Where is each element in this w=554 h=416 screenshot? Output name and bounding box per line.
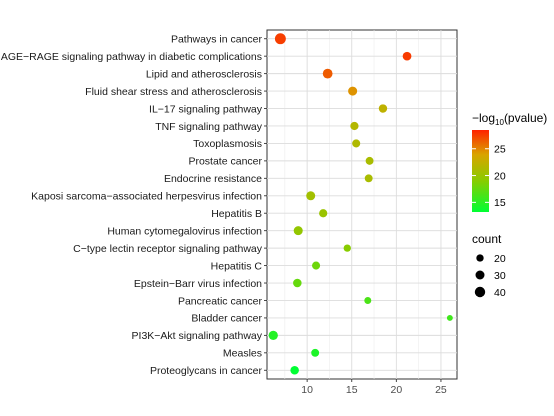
y-tick-label: Endocrine resistance bbox=[164, 173, 262, 185]
y-tick-label: Pancreatic cancer bbox=[178, 295, 263, 307]
data-point bbox=[274, 33, 286, 45]
y-tick-label: IL−17 signaling pathway bbox=[149, 103, 263, 115]
y-tick-label: Human cytomegalovirus infection bbox=[107, 225, 262, 237]
y-tick-label: Kaposi sarcoma−associated herpesvirus in… bbox=[31, 191, 262, 203]
x-axis-ticks: 10 15 20 25 bbox=[301, 379, 447, 396]
data-point bbox=[293, 226, 303, 236]
color-legend: −log10(pvalue) 15 20 25 bbox=[472, 111, 547, 212]
y-tick-label: AGE−RAGE signaling pathway in diabetic c… bbox=[1, 51, 262, 63]
data-point bbox=[322, 68, 333, 79]
size-legend-label: 40 bbox=[494, 287, 506, 299]
y-tick-label: Lipid and atherosclerosis bbox=[146, 68, 262, 80]
data-point bbox=[312, 261, 321, 270]
data-point bbox=[350, 121, 359, 131]
color-bar-tick-label: 25 bbox=[494, 144, 506, 156]
data-point bbox=[364, 174, 373, 183]
size-legend-label: 20 bbox=[494, 253, 506, 265]
y-tick-label: Hepatitis C bbox=[211, 260, 263, 272]
size-legend-title: count bbox=[472, 232, 502, 246]
y-tick-label: Bladder cancer bbox=[191, 313, 262, 325]
data-point bbox=[402, 51, 412, 61]
data-point bbox=[352, 139, 361, 148]
plot-panel bbox=[266, 29, 458, 380]
data-points bbox=[268, 33, 453, 375]
data-point bbox=[365, 156, 374, 165]
data-point bbox=[446, 314, 453, 321]
x-tick-label: 15 bbox=[346, 384, 358, 396]
y-tick-label: Proteoglycans in cancer bbox=[150, 365, 263, 377]
size-legend-dot bbox=[475, 270, 485, 280]
color-bar-tick-label: 20 bbox=[494, 170, 506, 182]
y-tick-label: Epstein−Barr virus infection bbox=[134, 278, 262, 290]
y-tick-label: PI3K−Akt signaling pathway bbox=[132, 330, 263, 342]
y-tick-label: Pathways in cancer bbox=[171, 34, 263, 46]
data-point bbox=[378, 104, 388, 113]
data-point bbox=[364, 296, 372, 304]
color-bar-tick-label: 15 bbox=[494, 197, 506, 209]
panel-border bbox=[266, 29, 458, 380]
color-bar bbox=[472, 130, 489, 212]
data-point bbox=[293, 278, 302, 288]
size-legend: count 20 30 40 bbox=[472, 232, 506, 299]
y-tick-label: Measles bbox=[223, 348, 262, 360]
data-point bbox=[290, 365, 299, 375]
size-legend-dot bbox=[474, 286, 486, 298]
color-legend-title: −log10(pvalue) bbox=[472, 111, 547, 127]
data-point bbox=[306, 191, 316, 201]
data-point bbox=[319, 209, 328, 218]
x-tick-label: 10 bbox=[301, 384, 313, 396]
y-axis-labels: Pathways in cancer AGE−RAGE signaling pat… bbox=[1, 34, 267, 377]
x-tick-label: 20 bbox=[390, 384, 402, 396]
data-point bbox=[268, 330, 278, 341]
y-tick-label: TNF signaling pathway bbox=[155, 121, 263, 133]
y-tick-label: Hepatitis B bbox=[211, 208, 262, 220]
size-legend-items: 20 30 40 bbox=[474, 253, 506, 299]
color-bar-ticks: 15 20 25 bbox=[472, 144, 506, 209]
data-point bbox=[311, 348, 320, 357]
size-legend-dot bbox=[476, 254, 484, 262]
y-tick-label: Fluid shear stress and atherosclerosis bbox=[85, 86, 262, 98]
y-tick-label: Toxoplasmosis bbox=[193, 138, 262, 150]
size-legend-label: 30 bbox=[494, 270, 506, 282]
x-tick-label: 25 bbox=[435, 384, 447, 396]
y-tick-label: C−type lectin receptor signaling pathway bbox=[73, 243, 263, 255]
y-tick-label: Prostate cancer bbox=[188, 156, 262, 168]
data-point bbox=[348, 86, 358, 96]
data-point bbox=[343, 244, 351, 252]
